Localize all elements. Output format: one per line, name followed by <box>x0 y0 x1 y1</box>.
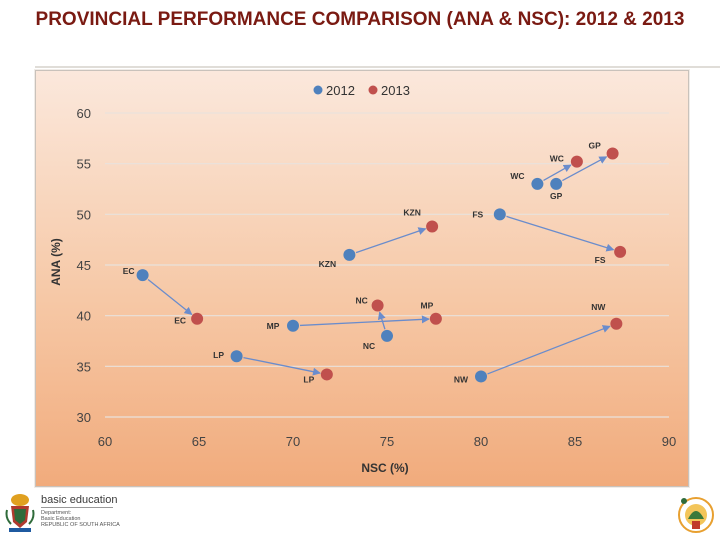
change-arrow-lp <box>243 356 321 376</box>
x-tick-label: 70 <box>286 434 300 449</box>
point-2012-wc <box>531 177 544 190</box>
coat-of-arms-icon <box>5 494 35 532</box>
point-label-2012-kzn: KZN <box>319 259 336 269</box>
x-tick-label: 85 <box>568 434 582 449</box>
legend-label-2012: 2012 <box>326 83 355 98</box>
point-2013-fs <box>614 245 627 258</box>
point-2013-ec <box>191 312 204 325</box>
point-2012-gp <box>550 177 563 190</box>
point-2013-wc <box>570 155 583 168</box>
change-arrow-wc <box>543 164 572 182</box>
point-2013-kzn <box>426 220 439 233</box>
point-2012-lp <box>230 350 243 363</box>
point-label-2012-wc: WC <box>510 171 524 181</box>
y-tick-label: 55 <box>77 157 91 172</box>
x-tick-label: 80 <box>474 434 488 449</box>
point-2012-fs <box>493 208 506 221</box>
legend-marker-2013 <box>368 85 378 95</box>
point-label-2012-nw: NW <box>454 374 469 384</box>
point-label-2012-gp: GP <box>550 191 563 201</box>
change-arrow-gp <box>562 156 608 182</box>
x-axis-label: NSC (%) <box>361 461 408 475</box>
point-label-2013-ec: EC <box>174 316 186 326</box>
x-tick-label: 60 <box>98 434 112 449</box>
point-label-2013-fs: FS <box>595 255 606 265</box>
point-2012-nc <box>381 329 393 342</box>
point-label-2013-gp: GP <box>588 141 601 151</box>
y-axis-label: ANA (%) <box>49 238 63 286</box>
change-arrow-fs <box>506 215 615 252</box>
point-2012-nw <box>475 370 487 383</box>
org-line-2: Basic Education <box>41 516 81 522</box>
divider <box>35 66 720 68</box>
point-label-2013-kzn: KZN <box>403 207 420 217</box>
y-tick-label: 45 <box>77 258 91 273</box>
point-label-2012-fs: FS <box>472 209 483 219</box>
point-2012-ec <box>136 269 149 282</box>
point-label-2012-ec: EC <box>123 266 135 276</box>
point-label-2013-nw: NW <box>591 302 606 312</box>
point-2012-kzn <box>343 248 356 261</box>
point-2013-nw <box>610 317 623 330</box>
point-label-2013-wc: WC <box>550 154 564 164</box>
org-line-3: REPUBLIC OF SOUTH AFRICA <box>41 522 120 528</box>
x-tick-label: 90 <box>662 434 676 449</box>
y-tick-label: 60 <box>77 106 91 121</box>
x-tick-label: 75 <box>380 434 394 449</box>
point-label-2013-lp: LP <box>303 374 314 384</box>
point-2012-mp <box>287 319 299 332</box>
change-arrow-mp <box>299 315 430 327</box>
org-name: basic education <box>41 494 118 506</box>
point-label-2013-nc: NC <box>355 296 367 306</box>
change-arrow-kzn <box>355 227 427 254</box>
y-tick-label: 35 <box>77 359 91 374</box>
legend-label-2013: 2013 <box>381 83 410 98</box>
change-arrow-nw <box>487 325 611 375</box>
change-arrow-ec <box>147 278 193 315</box>
org-line-1: Department: <box>41 510 72 516</box>
legend-marker-2012 <box>313 85 323 95</box>
x-tick-label: 65 <box>192 434 206 449</box>
point-2013-gp <box>606 147 619 160</box>
point-label-2012-mp: MP <box>267 321 280 331</box>
anniversary-logo-icon <box>678 497 714 533</box>
point-2013-mp <box>429 312 442 325</box>
point-2013-nc <box>371 299 384 312</box>
y-tick-label: 40 <box>77 309 91 324</box>
page-title: PROVINCIAL PERFORMANCE COMPARISON (ANA &… <box>35 9 685 30</box>
point-2013-lp <box>320 368 333 381</box>
y-tick-label: 50 <box>77 207 91 222</box>
point-label-2012-lp: LP <box>213 350 224 360</box>
change-arrow-nc <box>377 311 386 330</box>
y-tick-label: 30 <box>77 410 91 425</box>
department-logo: basic education Department: Basic Educat… <box>5 492 125 537</box>
point-label-2012-nc: NC <box>363 341 375 351</box>
point-label-2013-mp: MP <box>421 301 434 311</box>
